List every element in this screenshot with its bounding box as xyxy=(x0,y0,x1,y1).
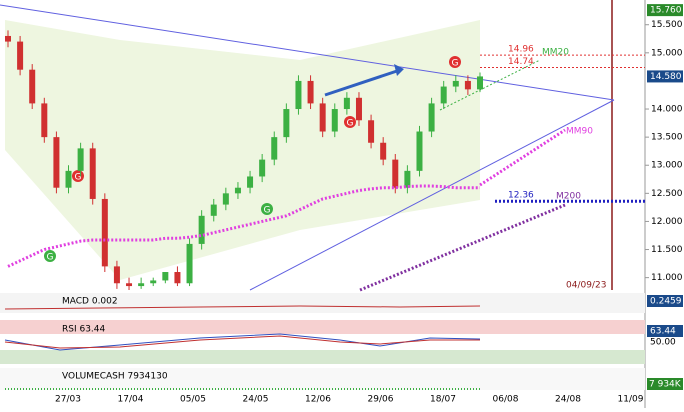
price-badge xyxy=(647,4,683,17)
x-tick-label: 24/08 xyxy=(555,395,581,405)
candle-body xyxy=(355,97,362,121)
signal-label: G xyxy=(452,59,459,69)
projection xyxy=(359,203,566,292)
projection-label: MM20 xyxy=(542,48,569,58)
candle-body xyxy=(77,148,84,171)
rsi-panel: RSI 63.44 63.44 50.00 xyxy=(0,320,683,364)
candle-body xyxy=(234,187,241,194)
x-tick-label: 05/05 xyxy=(180,395,206,405)
y-tick-label: 12.000 xyxy=(651,217,683,227)
level-label: 12.36 xyxy=(508,191,534,201)
panel-title: VOLUMECASH 7934130 xyxy=(62,372,168,382)
candle-body xyxy=(247,176,254,188)
candle-body xyxy=(283,109,290,138)
candle-body xyxy=(101,198,108,267)
x-tick-label: 06/08 xyxy=(493,395,519,405)
level-label: 14.96 xyxy=(508,45,534,55)
date-label: 04/09/23 xyxy=(566,281,606,291)
projection xyxy=(479,128,566,187)
y-tick-label: 14.000 xyxy=(651,105,683,115)
candle-body xyxy=(126,283,133,287)
candle-body xyxy=(17,41,24,70)
candle-body xyxy=(416,131,423,171)
arrow-head xyxy=(394,64,404,76)
projection-label: M200 xyxy=(556,192,581,202)
candle-body xyxy=(319,103,326,132)
candle-body xyxy=(295,80,302,110)
x-tick-label: 29/06 xyxy=(368,395,394,405)
candle-body xyxy=(428,103,435,132)
candle-body xyxy=(477,76,483,90)
level-label: 14.74 xyxy=(508,57,534,67)
y-tick-label: 15.000 xyxy=(651,48,683,58)
x-tick-label: 17/04 xyxy=(118,395,144,405)
candle-body xyxy=(198,215,205,244)
trendline xyxy=(0,4,615,101)
candle-body xyxy=(29,69,36,104)
candle-body xyxy=(368,120,375,143)
panel-value: 63.44 xyxy=(650,327,676,337)
x-tick-label: 12/06 xyxy=(305,395,331,405)
price-label: 14.580 xyxy=(650,72,682,82)
y-tick-label: 13.000 xyxy=(651,161,683,171)
signal-badge xyxy=(261,203,273,215)
candle-body xyxy=(331,109,338,132)
signal-badge xyxy=(449,56,461,68)
panel-value: 7 934K xyxy=(649,380,682,390)
signal-badge xyxy=(344,116,356,128)
candle-body xyxy=(380,142,387,160)
y-tick-label: 13.500 xyxy=(651,133,683,143)
candle-body xyxy=(174,272,181,284)
candle-body xyxy=(150,280,157,284)
arrow xyxy=(324,68,401,97)
macd-panel: MACD 0.002 0.2459 xyxy=(0,293,683,313)
candle-body xyxy=(271,137,278,160)
candle-body xyxy=(162,272,169,281)
candle-body xyxy=(307,80,314,104)
candle-body xyxy=(53,137,60,188)
signal-label: G xyxy=(264,206,271,216)
candle-body xyxy=(113,266,120,284)
mm90-line xyxy=(7,184,480,268)
candle-body xyxy=(259,159,266,177)
y-tick-label: 15.500 xyxy=(651,20,683,30)
candle-body xyxy=(343,97,350,110)
candle-body xyxy=(452,80,459,87)
y-tick-label: 11.500 xyxy=(651,245,683,255)
panel-title: MACD 0.002 xyxy=(62,297,118,307)
candle-body xyxy=(404,170,411,188)
price-label: 15.760 xyxy=(650,6,682,16)
signal-label: G xyxy=(75,173,82,183)
candle-body xyxy=(464,80,471,90)
candle-body xyxy=(210,204,217,216)
volume-panel: VOLUMECASH 7934130 7 934K xyxy=(0,368,683,390)
trendline xyxy=(249,99,615,291)
candle-body xyxy=(138,283,145,287)
candle-body xyxy=(186,243,193,284)
x-tick-label: 24/05 xyxy=(243,395,269,405)
y-tick-label: 12.500 xyxy=(651,189,683,199)
signal-label: G xyxy=(47,253,54,263)
candle-body xyxy=(89,148,96,199)
projection xyxy=(439,59,541,111)
candle-body xyxy=(41,103,48,138)
band-fill xyxy=(5,20,480,280)
candle-body xyxy=(65,170,72,188)
price-badge xyxy=(647,70,683,83)
signal-label: G xyxy=(347,119,354,129)
y-tick-label: 11.000 xyxy=(651,273,683,283)
candle-body xyxy=(440,86,447,104)
projection-label: MM90 xyxy=(566,127,593,137)
x-tick-label: 11/09 xyxy=(618,395,644,405)
x-tick-label: 27/03 xyxy=(55,395,81,405)
candle-body xyxy=(5,35,11,42)
panel-title: RSI 63.44 xyxy=(62,325,106,335)
panel-value: 0.2459 xyxy=(650,297,682,307)
x-tick-label: 18/07 xyxy=(430,395,456,405)
candle-body xyxy=(222,193,229,205)
signal-badge xyxy=(44,250,56,262)
panel-mid: 50.00 xyxy=(650,338,676,348)
candle-body xyxy=(392,159,399,188)
